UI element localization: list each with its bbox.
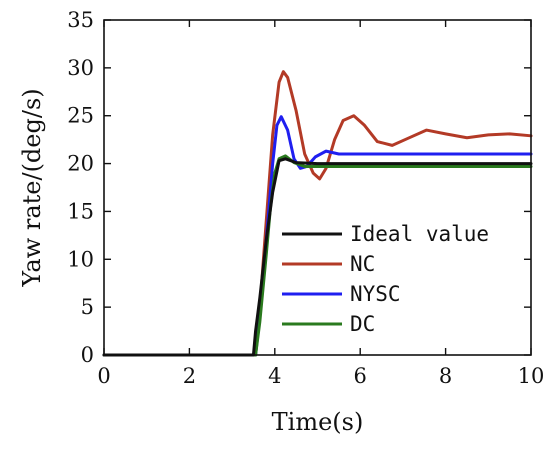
x-axis-title: Time(s) [272,408,364,436]
y-tick-label: 25 [67,104,94,128]
series-line-ideal-value [102,157,533,357]
y-axis-title: Yaw rate/(deg/s) [18,88,46,287]
plot-frame [103,19,532,356]
y-tick-label: 30 [67,56,94,80]
x-tick-label: 4 [268,364,281,388]
y-tick-label: 10 [67,247,94,271]
x-tick-label: 10 [518,364,545,388]
x-tick-label: 6 [354,364,367,388]
y-tick-label: 15 [67,199,94,223]
legend-label: DC [350,312,375,336]
series-layer [102,70,533,357]
legend: Ideal value NC NYSC DC [282,222,489,336]
legend-label: NYSC [350,282,401,306]
y-tick-label: 20 [67,152,94,176]
y-tick-label: 35 [67,8,94,32]
x-tick-label: 2 [183,364,196,388]
legend-label: Ideal value [350,222,489,246]
y-tick-label: 0 [81,343,94,367]
x-tick-label: 0 [97,364,110,388]
y-tick-label: 5 [81,295,94,319]
tick-layer: 0 2 4 6 8 10 0 5 10 15 20 25 30 35 [67,8,544,388]
series-line-nc [102,70,533,357]
x-tick-label: 8 [439,364,452,388]
legend-label: NC [350,252,375,276]
